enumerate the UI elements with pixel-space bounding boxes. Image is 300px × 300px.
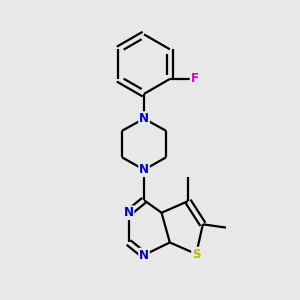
Text: N: N xyxy=(139,163,149,176)
Text: S: S xyxy=(192,248,200,260)
Text: N: N xyxy=(124,206,134,219)
Text: F: F xyxy=(190,73,199,85)
Text: N: N xyxy=(139,248,149,262)
Text: N: N xyxy=(139,112,149,125)
